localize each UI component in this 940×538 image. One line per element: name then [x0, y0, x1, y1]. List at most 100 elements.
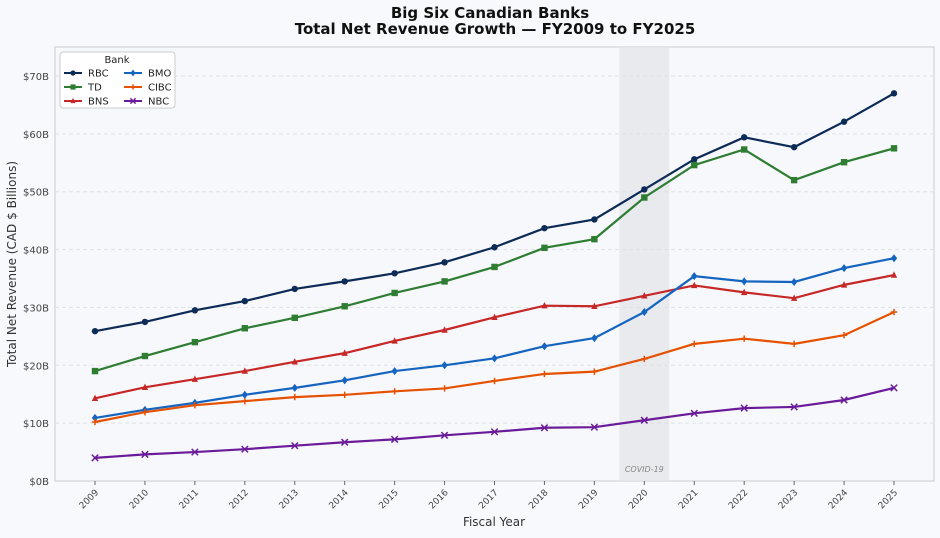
- data-point-nbc: [490, 428, 499, 436]
- data-point-rbc: [191, 307, 199, 314]
- series-bns: [91, 271, 898, 401]
- data-point-bns: [391, 337, 398, 344]
- legend: Bank RBC TD BNS BMO CIBC NBC: [59, 51, 176, 109]
- data-point-nbc: [690, 409, 698, 418]
- data-point-nbc: [440, 431, 449, 440]
- data-point-bmo: [491, 354, 498, 363]
- data-point-cibc: [890, 308, 898, 316]
- data-point-td: [840, 159, 848, 166]
- data-point-td: [740, 146, 748, 153]
- data-point-cibc: [191, 402, 199, 409]
- data-point-td: [491, 263, 498, 271]
- x-tick-label: 2013: [278, 488, 301, 511]
- x-tick-label: 2010: [128, 488, 151, 511]
- legend-item-td: TD: [64, 83, 102, 94]
- data-point-nbc: [740, 404, 748, 412]
- data-point-nbc: [590, 423, 599, 431]
- data-point-nbc: [291, 441, 299, 450]
- data-point-rbc: [91, 327, 99, 335]
- data-point-bns: [641, 292, 648, 299]
- data-point-bmo: [241, 390, 249, 399]
- data-point-td: [291, 314, 298, 322]
- data-point-bns: [291, 358, 298, 365]
- x-tick-label: 2020: [627, 488, 650, 511]
- y-tick-label: $0B: [29, 477, 49, 488]
- data-point-td: [91, 367, 99, 375]
- data-point-nbc: [390, 435, 399, 444]
- data-point-bmo: [541, 342, 548, 351]
- data-point-td: [790, 176, 798, 184]
- data-point-bmo: [291, 383, 298, 392]
- legend-label: CIBC: [148, 83, 172, 94]
- data-point-bmo: [441, 361, 448, 370]
- x-tick-label: 2017: [477, 488, 500, 511]
- y-tick-label: $10B: [23, 419, 49, 430]
- x-tick-label: 2015: [377, 488, 400, 511]
- data-point-bmo: [391, 367, 398, 376]
- data-point-rbc: [890, 90, 898, 97]
- data-point-bns: [91, 394, 99, 401]
- data-point-td: [391, 289, 398, 297]
- data-point-bmo: [341, 376, 348, 385]
- legend-title: Bank: [104, 55, 129, 66]
- data-point-cibc: [641, 355, 648, 363]
- y-tick-label: $70B: [23, 72, 49, 83]
- x-tick-label: 2012: [228, 488, 251, 511]
- data-point-rbc: [691, 156, 698, 163]
- y-tick-label: $60B: [23, 130, 49, 141]
- chart-title: Big Six Canadian Banks: [391, 4, 589, 22]
- data-point-rbc: [790, 143, 798, 151]
- x-tick-label: 2019: [577, 488, 600, 511]
- legend-item-nbc: NBC: [124, 97, 169, 108]
- data-point-bmo: [591, 334, 598, 343]
- data-point-rbc: [141, 318, 149, 326]
- covid-shade: [619, 47, 670, 481]
- series-bmo: [91, 254, 898, 422]
- data-point-td: [191, 338, 199, 346]
- x-tick-label: 2016: [427, 488, 450, 511]
- data-point-bns: [141, 383, 149, 390]
- data-point-bns: [441, 326, 448, 333]
- data-point-bns: [191, 375, 199, 382]
- data-point-bns: [341, 349, 348, 356]
- legend-item-bmo: BMO: [124, 69, 171, 80]
- data-point-rbc: [740, 134, 748, 141]
- data-point-nbc: [191, 448, 199, 456]
- data-point-cibc: [790, 340, 798, 348]
- data-point-rbc: [840, 118, 848, 125]
- data-point-rbc: [491, 244, 498, 251]
- legend-label: TD: [87, 83, 102, 94]
- chart-subtitle: Total Net Revenue Growth — FY2009 to FY2…: [295, 20, 696, 38]
- data-point-bns: [491, 313, 498, 320]
- data-point-nbc: [141, 450, 149, 459]
- legend-item-rbc: RBC: [64, 69, 109, 80]
- data-point-rbc: [441, 259, 448, 266]
- data-point-td: [241, 325, 249, 332]
- data-point-nbc: [890, 384, 898, 392]
- data-point-td: [591, 235, 598, 243]
- x-tick-label: 2021: [677, 488, 700, 511]
- data-point-rbc: [391, 270, 398, 277]
- data-point-nbc: [540, 424, 549, 432]
- x-tick-label: 2024: [827, 488, 850, 511]
- data-point-cibc: [291, 393, 298, 401]
- data-point-rbc: [341, 278, 348, 285]
- data-point-cibc: [441, 385, 448, 392]
- data-point-cibc: [541, 370, 548, 378]
- data-point-nbc: [340, 438, 349, 446]
- legend-label: BNS: [88, 97, 109, 108]
- data-point-bmo: [641, 308, 648, 317]
- data-point-nbc: [840, 396, 848, 404]
- data-point-nbc: [241, 445, 249, 453]
- data-point-td: [541, 244, 548, 252]
- x-tick-label: 2022: [727, 488, 750, 511]
- data-point-bns: [241, 367, 249, 374]
- data-point-nbc: [91, 454, 99, 462]
- series-nbc: [91, 384, 898, 462]
- y-axis-label: Total Net Revenue (CAD $ Billions): [5, 161, 19, 368]
- data-point-td: [341, 303, 348, 310]
- data-point-td: [641, 194, 648, 201]
- series-td: [91, 145, 898, 375]
- y-tick-label: $20B: [23, 361, 49, 372]
- legend-label: RBC: [88, 69, 109, 80]
